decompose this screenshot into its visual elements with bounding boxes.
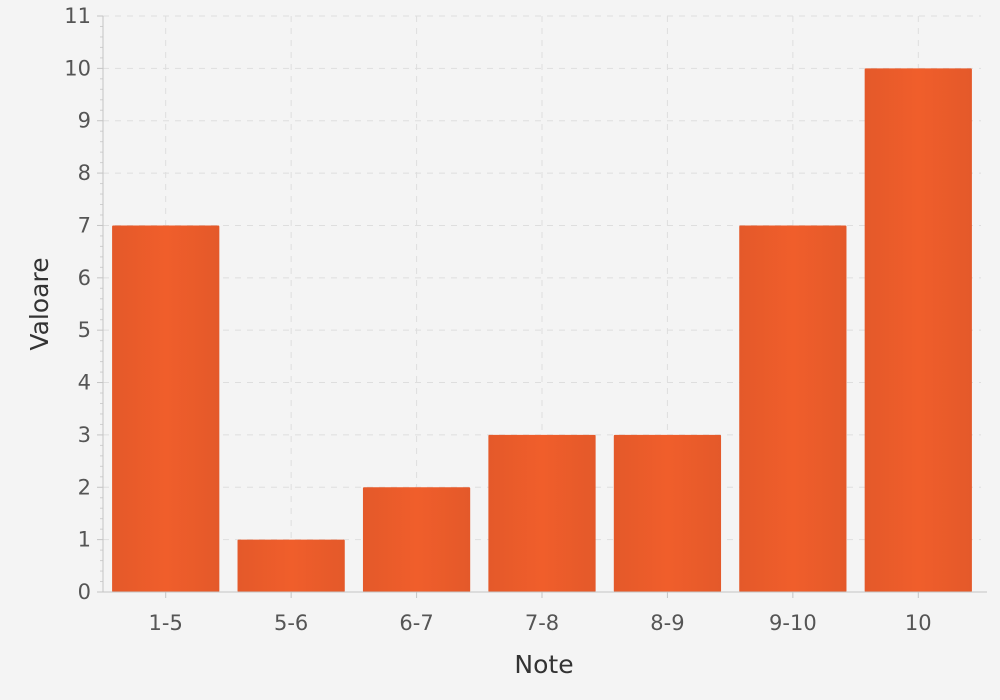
y-tick-label: 8 [78,161,91,185]
bar-7-8 [488,434,596,592]
x-tick-label: 7-8 [525,611,559,635]
x-tick-label: 6-7 [399,611,433,635]
x-tick-label: 5-6 [274,611,308,635]
bar-10 [864,68,972,592]
y-tick-label: 7 [78,213,91,237]
y-tick-label: 4 [78,371,91,395]
bar-8-9 [613,434,722,592]
y-tick-label: 11 [64,4,91,28]
x-tick-label: 10 [905,611,932,635]
bar-6-7 [362,487,471,592]
y-axis-title: Valoare [25,257,54,350]
x-tick-label: 9-10 [769,611,817,635]
x-tick-label: 1-5 [149,611,183,635]
axes [97,15,987,598]
bar-9-10 [739,225,847,593]
bars [112,68,972,593]
y-tick-label: 6 [78,266,91,290]
y-tick-label: 9 [78,109,91,133]
y-tick-labels: 0 1 2 3 4 5 6 7 8 9 10 11 [64,4,91,604]
x-tick-labels: 1-5 5-6 6-7 7-8 8-9 9-10 10 [149,611,932,635]
y-tick-label: 1 [78,528,91,552]
y-tick-label: 0 [78,580,91,604]
y-tick-label: 3 [78,423,91,447]
y-tick-label: 10 [64,56,91,80]
x-axis-title: Note [514,650,573,679]
bar-5-6 [237,539,345,592]
y-tick-label: 2 [78,475,91,499]
y-tick-label: 5 [78,318,91,342]
x-tick-label: 8-9 [650,611,684,635]
bar-1-5 [112,225,220,593]
